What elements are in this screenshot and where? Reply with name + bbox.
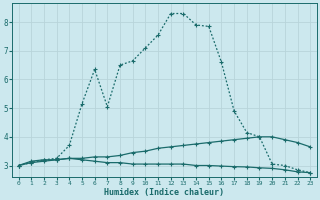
X-axis label: Humidex (Indice chaleur): Humidex (Indice chaleur) — [104, 188, 224, 197]
